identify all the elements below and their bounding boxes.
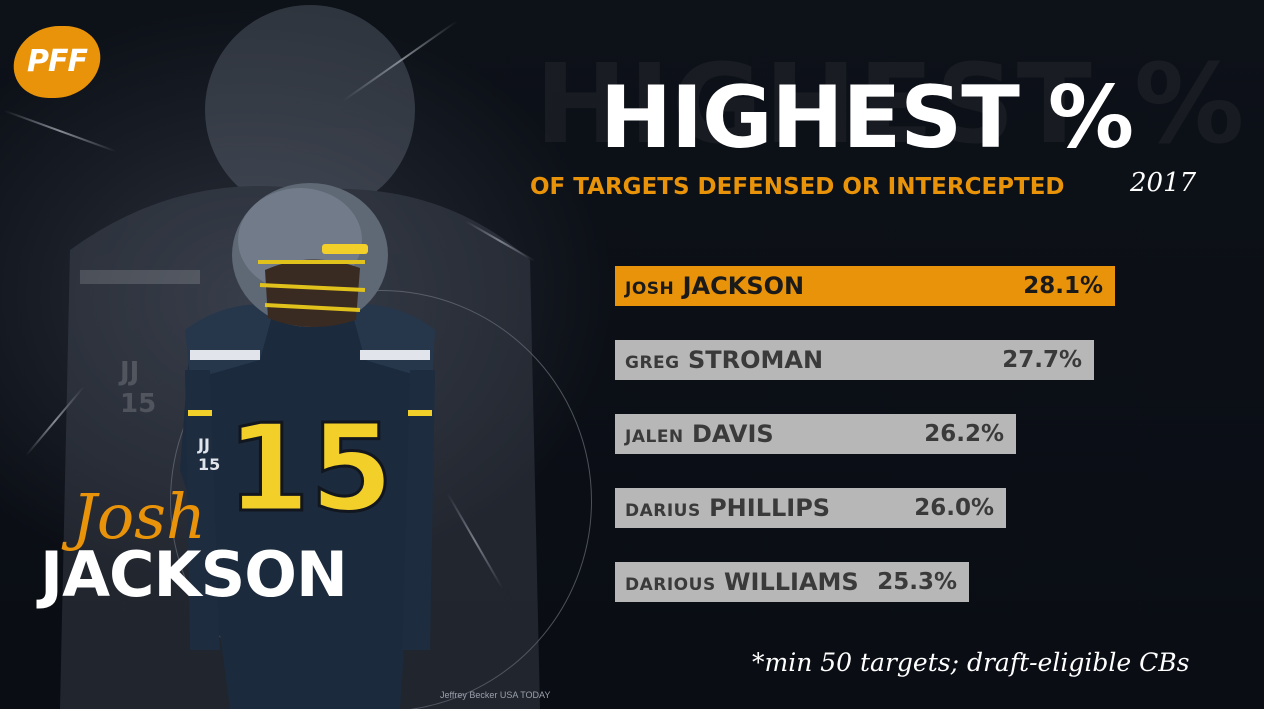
- bar-value-label: 27.7%: [1002, 347, 1082, 373]
- title-watermark: HIGHEST %: [535, 40, 1247, 168]
- bar-last-name: PHILLIPS: [700, 494, 831, 522]
- bar-player-name: JOSH JACKSON: [625, 272, 804, 300]
- svg-text:JJ: JJ: [197, 435, 210, 454]
- bar-williams: DARIOUS WILLIAMS 25.3%: [615, 562, 969, 602]
- bar-value-label: 26.0%: [914, 495, 994, 521]
- bar-player-name: JALEN DAVIS: [625, 420, 774, 448]
- bar-value-label: 25.3%: [877, 569, 957, 595]
- decorative-ring: [170, 290, 592, 709]
- player-first-name: Josh: [72, 480, 206, 553]
- bar-last-name: STROMAN: [679, 346, 824, 374]
- bar-first-name: DARIOUS: [625, 575, 716, 595]
- pff-logo: PFF: [8, 26, 106, 98]
- svg-text:15: 15: [120, 389, 156, 419]
- bar-chart: JOSH JACKSON 28.1% GREG STROMAN 27.7% JALEN …: [615, 266, 1135, 606]
- chart-year: 2017: [1130, 168, 1197, 198]
- bar-player-name: GREG STROMAN: [625, 346, 823, 374]
- bar-value-label: 26.2%: [924, 421, 1004, 447]
- bar-davis: JALEN DAVIS 26.2%: [615, 414, 1016, 454]
- bar-last-name: WILLIAMS: [715, 568, 859, 596]
- svg-text:15: 15: [198, 455, 220, 474]
- bar-player-name: DARIUS PHILLIPS: [625, 494, 830, 522]
- player-figure: JJ 15 15 JJ 15: [60, 5, 540, 709]
- chart-title: HIGHEST %: [600, 68, 1134, 168]
- bar-last-name: JACKSON: [674, 272, 805, 300]
- bar-jackson: JOSH JACKSON 28.1%: [615, 266, 1115, 306]
- bar-stroman: GREG STROMAN 27.7%: [615, 340, 1094, 380]
- bar-phillips: DARIUS PHILLIPS 26.0%: [615, 488, 1006, 528]
- bar-first-name: JOSH: [625, 279, 675, 299]
- footnote: *min 50 targets; draft-eligible CBs: [752, 648, 1190, 677]
- bar-first-name: GREG: [625, 353, 680, 373]
- jersey-number: 15: [227, 400, 394, 539]
- bar-player-name: DARIOUS WILLIAMS: [625, 568, 859, 596]
- player-last-name: JACKSON: [40, 538, 348, 611]
- player-photo: JJ 15 15 JJ 15: [60, 0, 592, 709]
- svg-text:JJ: JJ: [118, 357, 139, 387]
- chart-subtitle: OF TARGETS DEFENSED OR INTERCEPTED: [530, 174, 1065, 200]
- bar-last-name: DAVIS: [683, 420, 774, 448]
- bar-value-label: 28.1%: [1023, 273, 1103, 299]
- bar-first-name: JALEN: [625, 427, 684, 447]
- logo-text: PFF: [27, 44, 88, 79]
- photo-credit: Jeffrey Becker USA TODAY: [440, 690, 551, 700]
- bar-first-name: DARIUS: [625, 501, 701, 521]
